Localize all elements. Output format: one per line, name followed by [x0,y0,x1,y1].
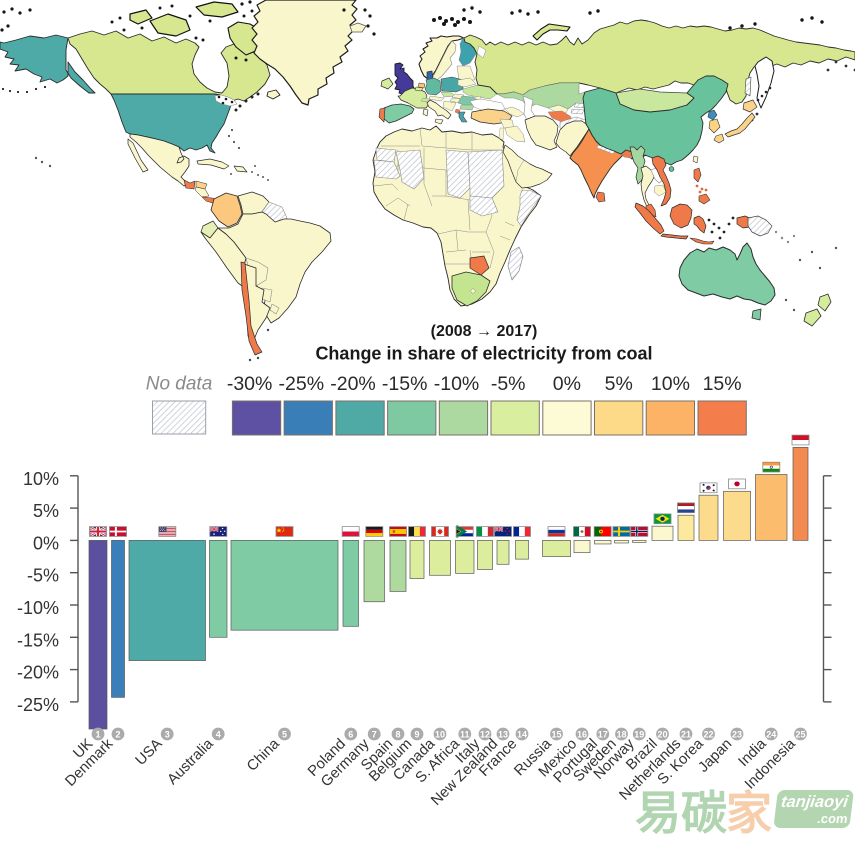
svg-text:-5%: -5% [27,566,59,586]
svg-text:易碳: 易碳 [635,787,728,839]
svg-text:6: 6 [348,729,353,739]
svg-text:No data: No data [146,374,213,395]
svg-text:-10%: -10% [17,598,59,618]
svg-text:15%: 15% [703,373,742,395]
svg-text:-25%: -25% [279,373,325,395]
svg-text:10: 10 [435,729,445,739]
svg-text:-20%: -20% [17,663,59,683]
svg-text:12: 12 [480,729,490,739]
svg-text:19: 19 [634,729,644,739]
svg-text:.com: .com [816,811,848,826]
svg-text:-15%: -15% [382,373,428,395]
svg-text:Change in share of electricity: Change in share of electricity from coal [315,344,652,364]
svg-text:0%: 0% [553,373,581,395]
svg-text:-20%: -20% [330,373,376,395]
svg-text:18: 18 [616,729,626,739]
svg-text:4: 4 [216,729,221,739]
svg-text:15: 15 [551,729,561,739]
svg-text:11: 11 [460,729,470,739]
svg-text:5%: 5% [605,373,633,395]
svg-text:8: 8 [395,729,400,739]
svg-text:22: 22 [703,729,713,739]
svg-text:23: 23 [732,729,742,739]
svg-text:21: 21 [681,729,691,739]
svg-text:tanjiaoyi: tanjiaoyi [780,792,850,811]
svg-text:20: 20 [657,729,667,739]
svg-text:3: 3 [165,729,170,739]
svg-text:9: 9 [414,729,419,739]
svg-text:0%: 0% [33,533,59,553]
svg-text:17: 17 [598,729,608,739]
svg-text:2: 2 [115,729,120,739]
svg-text:16: 16 [577,729,587,739]
svg-text:-5%: -5% [491,373,526,395]
svg-text:-15%: -15% [17,630,59,650]
svg-text:7: 7 [372,729,377,739]
svg-text:1: 1 [95,729,100,739]
svg-text:25: 25 [795,729,805,739]
svg-text:-30%: -30% [227,373,273,395]
svg-text:-10%: -10% [434,373,480,395]
svg-text:-25%: -25% [17,695,59,715]
svg-text:5%: 5% [33,501,59,521]
svg-text:家: 家 [726,787,772,839]
svg-text:13: 13 [498,729,508,739]
svg-text:10%: 10% [651,373,690,395]
svg-text:24: 24 [766,729,776,739]
svg-text:(2008 → 2017): (2008 → 2017) [431,323,538,340]
svg-text:5: 5 [282,729,287,739]
svg-text:10%: 10% [23,469,59,489]
svg-text:14: 14 [517,729,527,739]
